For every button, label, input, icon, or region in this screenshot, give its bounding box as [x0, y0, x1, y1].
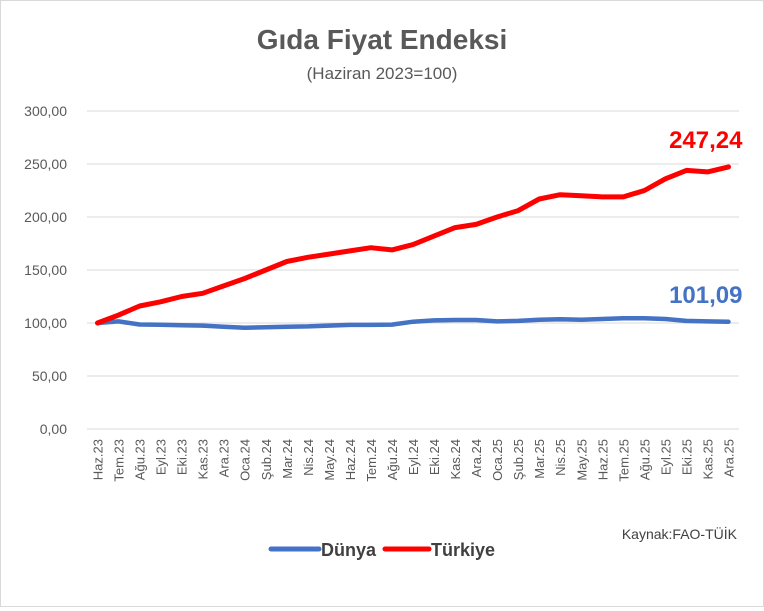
x-tick-label: Mar.24 [280, 439, 295, 479]
x-tick-label: Haz.24 [343, 439, 358, 480]
y-tick-label: 300,00 [24, 103, 67, 119]
chart-title: Gıda Fiyat Endeksi [257, 24, 508, 55]
x-tick-label: Eki.25 [679, 439, 694, 475]
y-tick-label: 100,00 [24, 315, 67, 331]
x-tick-label: Eki.24 [427, 439, 442, 475]
series-lines [95, 164, 731, 331]
legend-label: Türkiye [431, 540, 495, 560]
x-tick-label: Mar.25 [532, 439, 547, 479]
x-axis-ticks: Haz.23 Tem.23 Ağu.23 Eyl.23 Eki.23 Kas.23 Ara.… [91, 439, 737, 482]
y-axis-ticks: 0,00 50,00 100,00 150,00 200,00 250,00 300,00 [24, 103, 67, 437]
x-tick-label: Ara.25 [721, 439, 736, 477]
legend-label: Dünya [321, 540, 377, 560]
x-tick-label: Nis.24 [301, 439, 316, 476]
x-tick-label: Ağu.24 [385, 439, 400, 480]
gridlines [87, 110, 739, 430]
x-tick-label: Tem.25 [616, 439, 631, 482]
y-tick-label: 50,00 [32, 368, 67, 384]
x-tick-label: Kas.23 [196, 439, 211, 479]
series-end-label: 101,09 [669, 282, 742, 309]
x-tick-label: Kas.24 [448, 439, 463, 479]
x-tick-label: Tem.24 [364, 439, 379, 482]
x-tick-label: Nis.25 [553, 439, 568, 476]
y-tick-label: 250,00 [24, 156, 67, 172]
x-tick-label: Şub.24 [259, 439, 274, 480]
legend: Dünya Türkiye [268, 540, 495, 560]
series-end-label: 247,24 [669, 127, 743, 154]
x-tick-label: Şub.25 [511, 439, 526, 480]
x-tick-label: May.25 [574, 439, 589, 481]
end-labels: 101,09 247,24 [669, 127, 743, 309]
y-tick-label: 200,00 [24, 209, 67, 225]
x-tick-label: Ağu.23 [133, 439, 148, 480]
y-tick-label: 150,00 [24, 262, 67, 278]
series-line-dunya [95, 315, 731, 331]
y-tick-label: 0,00 [40, 421, 67, 437]
x-tick-label: Ağu.25 [637, 439, 652, 480]
x-tick-label: May.24 [322, 439, 337, 481]
x-tick-label: Oca.25 [490, 439, 505, 481]
x-tick-label: Haz.25 [595, 439, 610, 480]
x-tick-label: Haz.23 [91, 439, 106, 480]
x-tick-label: Kas.25 [700, 439, 715, 479]
chart-subtitle: (Haziran 2023=100) [307, 64, 458, 83]
x-tick-label: Tem.23 [112, 439, 127, 482]
x-tick-label: Eki.23 [175, 439, 190, 475]
x-tick-label: Ara.23 [217, 439, 232, 477]
x-tick-label: Ara.24 [469, 439, 484, 477]
x-tick-label: Oca.24 [238, 439, 253, 481]
source-note: Kaynak:FAO-TÜİK [622, 525, 738, 542]
series-line-turkiye [95, 164, 731, 326]
x-tick-label: Eyl.24 [406, 439, 421, 475]
x-tick-label: Eyl.23 [154, 439, 169, 475]
x-tick-label: Eyl.25 [658, 439, 673, 475]
